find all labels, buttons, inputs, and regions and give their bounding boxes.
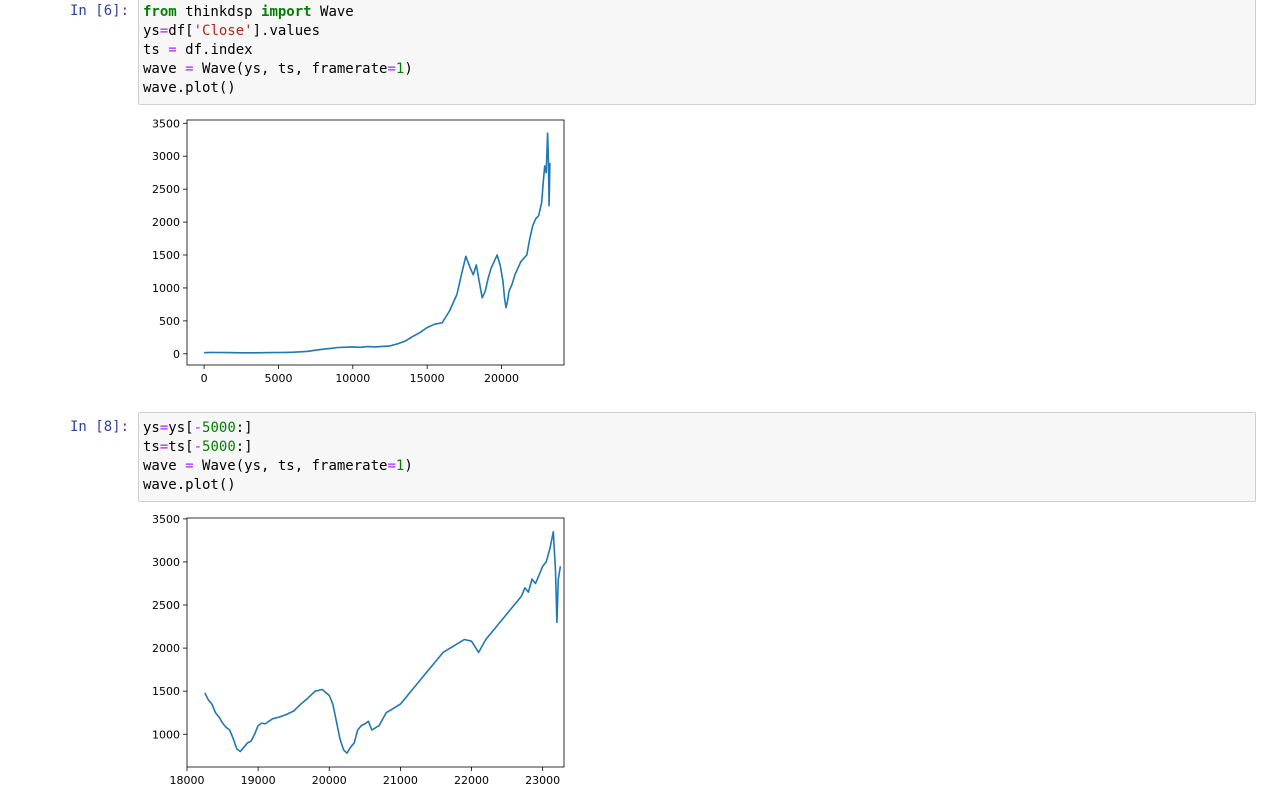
- x-tick-label: 22000: [454, 774, 489, 787]
- code-token: ys: [143, 23, 160, 39]
- code-token: =: [387, 458, 396, 474]
- x-tick-label: 20000: [312, 774, 347, 787]
- code-token: ): [404, 61, 413, 77]
- code-token: wave: [143, 458, 186, 474]
- x-tick-label: 18000: [170, 774, 205, 787]
- code-token: =: [185, 458, 194, 474]
- y-tick-label: 3500: [152, 513, 180, 526]
- code-token: =: [168, 42, 177, 58]
- plot-output-6: 0 500 1000 1500 2000 2500 3000 3500 0 5000 10000 15…: [152, 117, 565, 385]
- x-tick-label: 5000: [264, 372, 292, 385]
- y-tick-label: 1500: [152, 685, 180, 698]
- y-tick-label: 1500: [152, 249, 180, 262]
- code-cell-8[interactable]: ys=ys[-5000:] ts=ts[-5000:] wave = Wave(ys…: [138, 412, 1256, 502]
- code-token: :]: [235, 439, 253, 455]
- y-tick-label: 0: [173, 348, 180, 361]
- axes-frame: [186, 517, 565, 768]
- code-line: from thinkdsp import Wave: [143, 3, 413, 22]
- code-token: 'Close': [193, 23, 253, 39]
- y-tick-label: 2500: [152, 183, 180, 196]
- code-token: ): [404, 458, 413, 474]
- code-token: ].values: [252, 23, 321, 39]
- code-token: 5000: [202, 439, 236, 455]
- code-line: ts=ts[-5000:]: [143, 438, 413, 457]
- code-line: wave.plot(): [143, 476, 413, 495]
- axes-frame: [186, 119, 565, 366]
- code-token: thinkdsp: [176, 4, 262, 20]
- x-tick-label: 20000: [484, 372, 519, 385]
- y-tick-label: 2000: [152, 216, 180, 229]
- code-token: =: [387, 61, 396, 77]
- code-editor-8[interactable]: ys=ys[-5000:] ts=ts[-5000:] wave = Wave(ys…: [143, 419, 413, 495]
- code-token: wave.plot(): [143, 80, 236, 96]
- code-line: ys=df['Close'].values: [143, 22, 413, 41]
- code-token: =: [159, 439, 169, 455]
- code-line: wave = Wave(ys, ts, framerate=1): [143, 60, 413, 79]
- code-token: ts[: [168, 439, 194, 455]
- y-tick-label: 2500: [152, 599, 180, 612]
- input-prompt-6: In [6]:: [70, 3, 130, 19]
- x-tick-label: 0: [201, 372, 208, 385]
- code-token: Wave(ys, ts, framerate: [193, 61, 388, 77]
- series-line: [204, 530, 562, 754]
- code-token: -: [193, 439, 203, 455]
- code-token: from: [143, 4, 177, 20]
- code-token: Wave: [311, 4, 354, 20]
- y-tick-label: 2000: [152, 642, 180, 655]
- y-tick-label: 1000: [152, 728, 180, 741]
- code-cell-6[interactable]: from thinkdsp import Wave ys=df['Close'].…: [138, 0, 1256, 105]
- code-token: =: [159, 420, 169, 436]
- x-tick-label: 23000: [525, 774, 560, 787]
- y-tick-label: 3000: [152, 556, 180, 569]
- code-token: ts: [143, 439, 160, 455]
- y-tick-label: 500: [159, 315, 180, 328]
- code-token: wave: [143, 61, 186, 77]
- x-tick-label: 21000: [383, 774, 418, 787]
- code-token: =: [185, 61, 194, 77]
- code-token: df[: [168, 23, 194, 39]
- code-token: wave.plot(): [143, 477, 236, 493]
- code-token: :]: [235, 420, 253, 436]
- plot-output-8: 1000 1500 2000 2500 3000 3500 18000 19000 20000 2…: [152, 513, 565, 787]
- code-token: 5000: [202, 420, 236, 436]
- y-tick-label: 3500: [152, 117, 180, 130]
- y-tick-label: 1000: [152, 282, 180, 295]
- code-line: ts = df.index: [143, 41, 413, 60]
- code-token: import: [261, 4, 312, 20]
- y-tick-label: 3000: [152, 150, 180, 163]
- code-token: 1: [395, 458, 405, 474]
- code-line: ys=ys[-5000:]: [143, 419, 413, 438]
- x-tick-label: 10000: [335, 372, 370, 385]
- code-token: -: [193, 420, 203, 436]
- input-prompt-8: In [8]:: [70, 419, 130, 435]
- code-token: ys[: [168, 420, 194, 436]
- code-line: wave.plot(): [143, 79, 413, 98]
- code-line: wave = Wave(ys, ts, framerate=1): [143, 457, 413, 476]
- code-token: df.index: [176, 42, 253, 58]
- x-tick-label: 19000: [241, 774, 276, 787]
- code-token: =: [159, 23, 169, 39]
- code-token: ts: [143, 42, 169, 58]
- series-line: [204, 132, 551, 354]
- x-tick-label: 15000: [410, 372, 445, 385]
- code-token: Wave(ys, ts, framerate: [193, 458, 388, 474]
- code-token: ys: [143, 420, 160, 436]
- code-token: 1: [395, 61, 405, 77]
- code-editor-6[interactable]: from thinkdsp import Wave ys=df['Close'].…: [143, 3, 413, 98]
